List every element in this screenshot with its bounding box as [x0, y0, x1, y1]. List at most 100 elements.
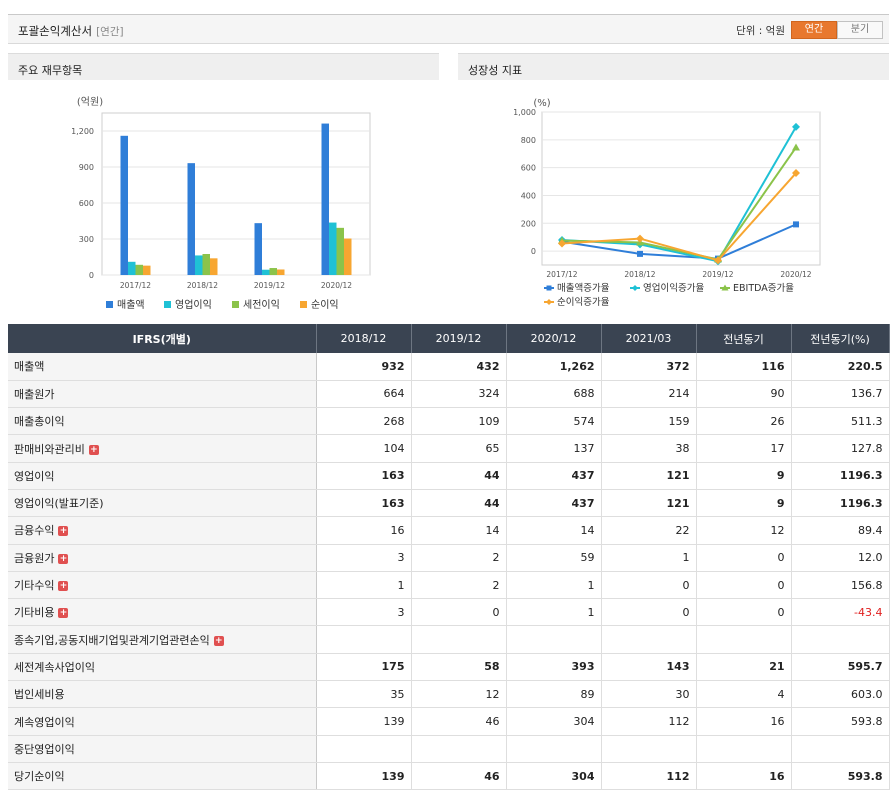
- data-point: [714, 256, 722, 265]
- row-label: 계속영업이익: [8, 707, 317, 736]
- table-cell: [411, 735, 507, 763]
- row-label-text: 판매비와관리비: [14, 442, 85, 456]
- table-row: 중단영업이익: [8, 735, 890, 763]
- table-cell: 12.0: [791, 544, 890, 572]
- bar: [336, 227, 344, 275]
- table-cell: 109: [411, 407, 507, 436]
- legend-label: 세전이익: [243, 299, 280, 311]
- bar: [202, 254, 210, 275]
- table-cell: [316, 625, 412, 654]
- row-label: 판매비와관리비 +: [8, 434, 317, 463]
- legend-swatch: [164, 301, 171, 308]
- row-label-text: 당기순이익: [14, 770, 65, 784]
- table-row: 판매비와관리비 +104 65 137 38 17 127.8: [8, 434, 890, 463]
- statement-period-label: [연간]: [96, 26, 124, 38]
- table-cell: 372: [601, 353, 697, 381]
- row-label: 매출원가: [8, 380, 317, 409]
- table-cell: 268: [316, 407, 412, 436]
- table-cell: 1: [601, 544, 697, 572]
- column-header: 2020/12: [506, 324, 602, 353]
- row-label-text: 기타비용: [14, 606, 55, 620]
- table-cell: 1,262: [506, 353, 602, 381]
- legend-label: 매출액증가율: [557, 282, 610, 294]
- legend-marker: [721, 284, 729, 291]
- bar: [277, 269, 285, 275]
- table-cell: 139: [316, 762, 412, 791]
- toggle-quarter-button[interactable]: 분기: [837, 21, 883, 39]
- x-tick-label: 2017/12: [120, 281, 151, 290]
- expand-plus-icon[interactable]: +: [58, 553, 69, 564]
- row-label-text: 매출액: [14, 360, 45, 374]
- table-cell: 3: [316, 544, 412, 572]
- legend-label: 영업이익: [175, 298, 212, 311]
- legend-label: 순이익증가율: [557, 296, 610, 308]
- table-cell: 89: [506, 680, 602, 709]
- expand-plus-icon[interactable]: +: [213, 635, 224, 646]
- table-cell: [791, 625, 890, 654]
- y-tick-label: 300: [79, 235, 94, 244]
- table-cell: 603.0: [791, 680, 890, 709]
- row-label-text: 영업이익(발표기준): [14, 497, 104, 511]
- legend-swatch: [232, 301, 239, 308]
- legend-label: EBITDA증가율: [733, 283, 794, 294]
- bar: [143, 265, 151, 275]
- table-cell: 432: [411, 353, 507, 381]
- bar: [321, 123, 329, 275]
- legend-label: 순이익: [311, 299, 339, 311]
- period-toggle: 연간 분기: [791, 21, 883, 39]
- expand-plus-icon[interactable]: +: [58, 608, 69, 619]
- table-cell: 121: [601, 462, 697, 490]
- expand-plus-icon[interactable]: +: [88, 444, 99, 455]
- table-cell: 112: [601, 707, 697, 736]
- y-tick-label: 0: [531, 247, 536, 256]
- row-label-text: 법인세비용: [14, 688, 65, 702]
- table-cell: 1196.3: [791, 462, 890, 490]
- table-cell: 437: [506, 489, 602, 518]
- row-label: 기타수익 +: [8, 571, 317, 600]
- row-label: 당기순이익: [8, 762, 317, 791]
- table-cell: 12: [696, 516, 792, 545]
- table-cell: 12: [411, 680, 507, 709]
- table-cell: 14: [411, 516, 507, 545]
- data-point: [793, 221, 799, 228]
- expand-plus-icon[interactable]: +: [58, 581, 69, 592]
- growth-title: 성장성 지표: [468, 64, 523, 77]
- table-cell: 324: [411, 380, 507, 409]
- table-cell: 127.8: [791, 434, 890, 463]
- table-cell: 26: [696, 407, 792, 436]
- y-tick-label: 400: [521, 191, 536, 200]
- table-cell: 156.8: [791, 571, 890, 600]
- table-cell: 9: [696, 462, 792, 490]
- data-point: [792, 143, 800, 151]
- table-cell: 16: [316, 516, 412, 545]
- table-row: 당기순이익 139 46 304 112 16 593.8: [8, 762, 890, 791]
- toggle-annual-button[interactable]: 연간: [791, 21, 837, 39]
- table-cell: 4: [696, 680, 792, 709]
- row-label-text: 매출원가: [14, 387, 55, 401]
- expand-plus-icon[interactable]: +: [58, 526, 69, 537]
- row-label: 매출액: [8, 353, 317, 381]
- table-cell: [411, 625, 507, 654]
- table-cell: 175: [316, 653, 412, 682]
- table-cell: [696, 735, 792, 763]
- row-label-text: 금융수익: [14, 524, 55, 538]
- table-cell: -43.4: [791, 598, 890, 627]
- table-row: 매출원가 664 324 688 214 90 136.7: [8, 380, 890, 409]
- growth-panel-header: 성장성 지표: [458, 53, 889, 80]
- row-label: 매출총이익: [8, 407, 317, 436]
- table-cell: 1: [506, 571, 602, 600]
- row-label-text: 계속영업이익: [14, 715, 75, 729]
- row-label-text: 금융원가: [14, 551, 55, 565]
- y-axis-label: (억원): [77, 96, 103, 108]
- row-label: 영업이익: [8, 462, 317, 490]
- row-label: 세전계속사업이익: [8, 653, 317, 682]
- row-label: 금융수익 +: [8, 516, 317, 545]
- bar: [344, 238, 352, 275]
- table-cell: 35: [316, 680, 412, 709]
- row-label: 금융원가 +: [8, 544, 317, 572]
- table-cell: 0: [696, 598, 792, 627]
- data-point: [792, 169, 800, 178]
- table-cell: [506, 735, 602, 763]
- growth-chart: (%) 0 200 400 600 800 1,000 2017/12 2018/12 2019/…: [513, 98, 821, 308]
- table-cell: [316, 735, 412, 763]
